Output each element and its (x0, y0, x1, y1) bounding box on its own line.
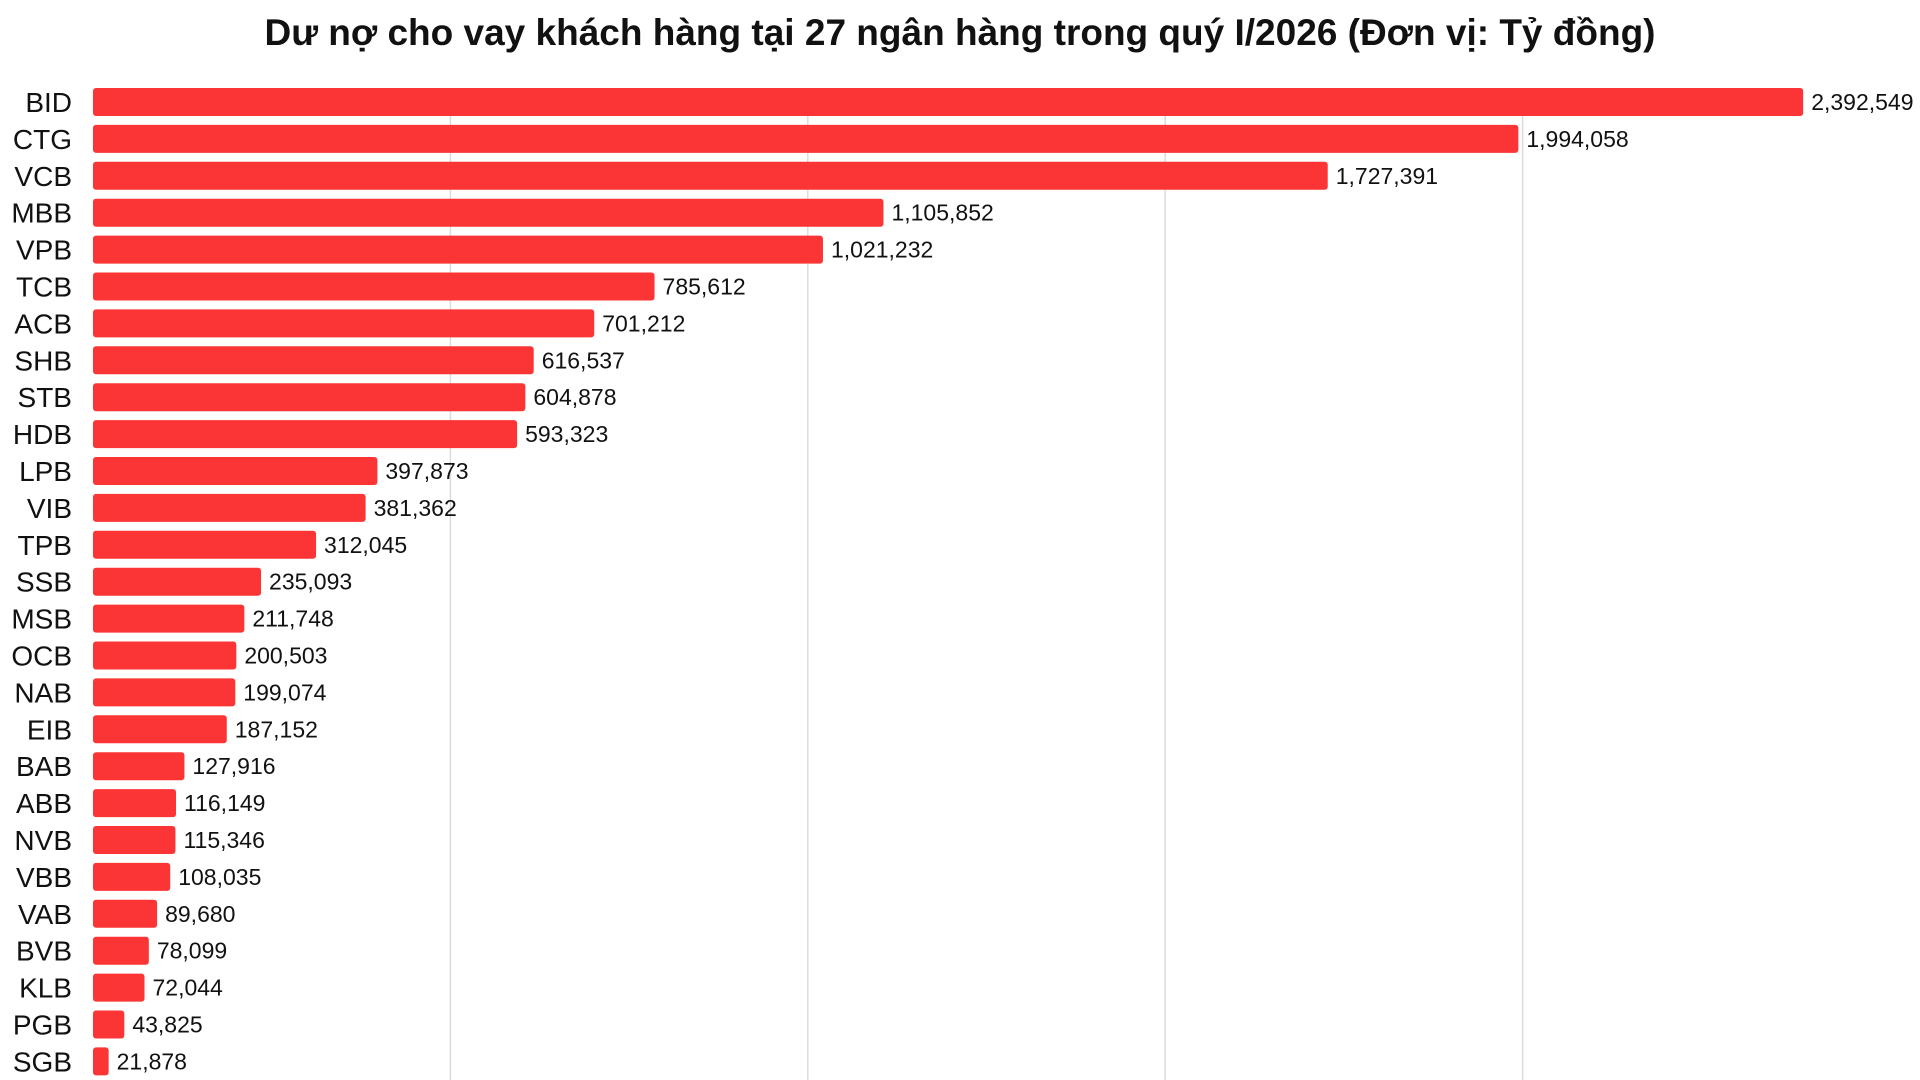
bar-pgb (93, 1010, 125, 1039)
value-label-msb: 211,748 (252, 606, 333, 632)
value-label-nab: 199,074 (243, 679, 326, 705)
category-label-hdb: HDB (13, 419, 72, 450)
category-label-vib: VIB (27, 493, 72, 524)
category-label-tcb: TCB (16, 272, 72, 303)
value-label-hdb: 593,323 (525, 421, 608, 447)
bar-shb (93, 346, 534, 375)
value-label-ocb: 200,503 (244, 643, 327, 669)
bar-lpb (93, 457, 378, 485)
bar-bvb (93, 936, 149, 965)
value-label-sgb: 21,878 (117, 1048, 187, 1074)
category-label-bid: BID (25, 87, 72, 118)
bar-ctg (93, 124, 1519, 153)
bar-ocb (93, 641, 237, 670)
bar-vab (93, 899, 158, 928)
value-label-vcb: 1,727,391 (1336, 163, 1438, 189)
category-label-vpb: VPB (16, 235, 72, 266)
category-label-bab: BAB (16, 751, 72, 782)
bar-vcb (93, 161, 1328, 190)
bar-ssb (93, 567, 262, 596)
category-label-mbb: MBB (11, 198, 72, 229)
bar-nvb (93, 826, 176, 854)
bars (93, 88, 1804, 1076)
value-label-abb: 116,149 (184, 790, 265, 816)
labels: BID 2,392,549 CTG 1,994,058 VCB 1,727,391 MBB 1… (11, 87, 1913, 1077)
value-label-ctg: 1,994,058 (1526, 126, 1628, 152)
value-label-tpb: 312,045 (324, 532, 407, 558)
value-label-vib: 381,362 (374, 495, 457, 521)
bar-eib (93, 715, 227, 744)
bar-mbb (93, 198, 884, 227)
bar-msb (93, 604, 245, 633)
bar-nab (93, 678, 236, 707)
value-label-bid: 2,392,549 (1811, 89, 1913, 115)
bar-acb (93, 309, 595, 338)
category-label-stb: STB (18, 382, 72, 413)
category-label-ctg: CTG (13, 124, 72, 155)
value-label-klb: 72,044 (152, 975, 223, 1001)
value-label-bab: 127,916 (192, 753, 275, 779)
value-label-mbb: 1,105,852 (891, 200, 993, 226)
category-label-abb: ABB (16, 788, 72, 819)
value-label-vab: 89,680 (165, 901, 235, 927)
category-label-klb: KLB (19, 973, 72, 1004)
value-label-tcb: 785,612 (663, 274, 746, 300)
bar-hdb (93, 420, 518, 449)
value-label-ssb: 235,093 (269, 569, 352, 595)
bar-tcb (93, 272, 655, 301)
category-label-vcb: VCB (14, 161, 72, 192)
bar-abb (93, 789, 177, 818)
category-label-tpb: TPB (18, 530, 72, 561)
category-label-nab: NAB (14, 677, 72, 708)
category-label-msb: MSB (11, 604, 72, 635)
value-label-shb: 616,537 (542, 347, 625, 373)
bar-vib (93, 493, 366, 522)
category-label-vbb: VBB (16, 862, 72, 893)
bar-bid (93, 88, 1804, 116)
category-label-vab: VAB (18, 899, 72, 930)
bar-stb (93, 383, 526, 412)
category-label-nvb: NVB (14, 825, 72, 856)
value-label-nvb: 115,346 (183, 827, 264, 853)
value-label-pgb: 43,825 (132, 1012, 202, 1038)
value-label-bvb: 78,099 (157, 938, 227, 964)
value-label-vpb: 1,021,232 (831, 237, 933, 263)
category-label-ssb: SSB (16, 567, 72, 598)
category-label-acb: ACB (14, 308, 72, 339)
bar-klb (93, 973, 145, 1002)
category-label-ocb: OCB (11, 641, 72, 672)
bar-tpb (93, 530, 317, 559)
bar-sgb (93, 1047, 109, 1076)
value-label-eib: 187,152 (235, 716, 318, 742)
bar-vbb (93, 862, 171, 891)
value-label-stb: 604,878 (533, 384, 616, 410)
category-label-pgb: PGB (13, 1010, 72, 1041)
value-label-acb: 701,212 (602, 310, 685, 336)
category-label-shb: SHB (14, 345, 72, 376)
value-label-lpb: 397,873 (385, 458, 468, 484)
bar-vpb (93, 235, 823, 264)
category-label-sgb: SGB (13, 1046, 72, 1077)
value-label-vbb: 108,035 (178, 864, 261, 890)
category-label-bvb: BVB (16, 936, 72, 967)
category-label-eib: EIB (27, 714, 72, 745)
category-label-lpb: LPB (19, 456, 72, 487)
chart-title: Dư nợ cho vay khách hàng tại 27 ngân hàn… (264, 12, 1656, 53)
bar-bab (93, 752, 185, 781)
